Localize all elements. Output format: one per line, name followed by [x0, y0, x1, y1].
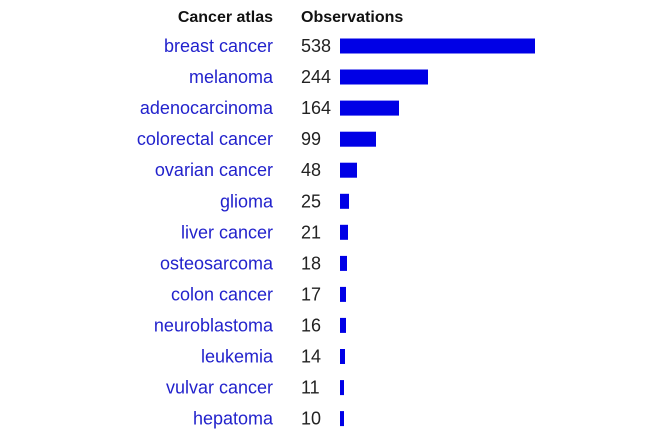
bar-leukemia: [340, 349, 345, 364]
value-label-breast-cancer: 538: [301, 36, 331, 56]
category-link-adenocarcinoma[interactable]: adenocarcinoma: [140, 98, 274, 118]
value-label-colorectal-cancer: 99: [301, 129, 321, 149]
category-link-melanoma[interactable]: melanoma: [189, 67, 274, 87]
category-link-liver-cancer[interactable]: liver cancer: [181, 222, 273, 242]
value-label-melanoma: 244: [301, 67, 331, 87]
value-label-colon-cancer: 17: [301, 284, 321, 304]
category-link-leukemia[interactable]: leukemia: [201, 347, 274, 367]
value-label-neuroblastoma: 16: [301, 315, 321, 335]
category-link-vulvar-cancer[interactable]: vulvar cancer: [166, 378, 273, 398]
category-link-breast-cancer[interactable]: breast cancer: [164, 36, 273, 56]
chart-rows: breast cancer 538 melanoma 244 adenocarcinom…: [137, 36, 535, 429]
value-label-vulvar-cancer: 11: [301, 378, 320, 398]
category-link-colorectal-cancer[interactable]: colorectal cancer: [137, 129, 273, 149]
value-label-hepatoma: 10: [301, 409, 321, 429]
bar-ovarian-cancer: [340, 162, 357, 178]
bar-adenocarcinoma: [340, 100, 399, 116]
category-link-glioma[interactable]: glioma: [220, 191, 274, 211]
bar-hepatoma: [340, 411, 344, 427]
bar-melanoma: [340, 69, 428, 85]
bar-colon-cancer: [340, 286, 346, 302]
bar-vulvar-cancer: [340, 380, 344, 396]
category-link-colon-cancer[interactable]: colon cancer: [171, 284, 273, 304]
category-link-neuroblastoma[interactable]: neuroblastoma: [154, 315, 274, 335]
header-cancer-atlas: Cancer atlas: [178, 9, 273, 26]
bar-glioma: [340, 193, 349, 209]
value-label-leukemia: 14: [301, 347, 321, 367]
bar-neuroblastoma: [340, 317, 346, 333]
category-link-osteosarcoma[interactable]: osteosarcoma: [160, 253, 274, 273]
value-label-liver-cancer: 21: [301, 222, 321, 242]
category-link-ovarian-cancer[interactable]: ovarian cancer: [155, 160, 273, 180]
bar-liver-cancer: [340, 224, 348, 240]
bar-colorectal-cancer: [340, 131, 376, 147]
value-label-glioma: 25: [301, 191, 321, 211]
bar-breast-cancer: [340, 38, 535, 54]
category-link-hepatoma[interactable]: hepatoma: [193, 409, 274, 429]
bar-osteosarcoma: [340, 255, 347, 271]
value-label-osteosarcoma: 18: [301, 253, 321, 273]
value-label-adenocarcinoma: 164: [301, 98, 331, 118]
header-observations: Observations: [301, 9, 403, 26]
value-label-ovarian-cancer: 48: [301, 160, 321, 180]
